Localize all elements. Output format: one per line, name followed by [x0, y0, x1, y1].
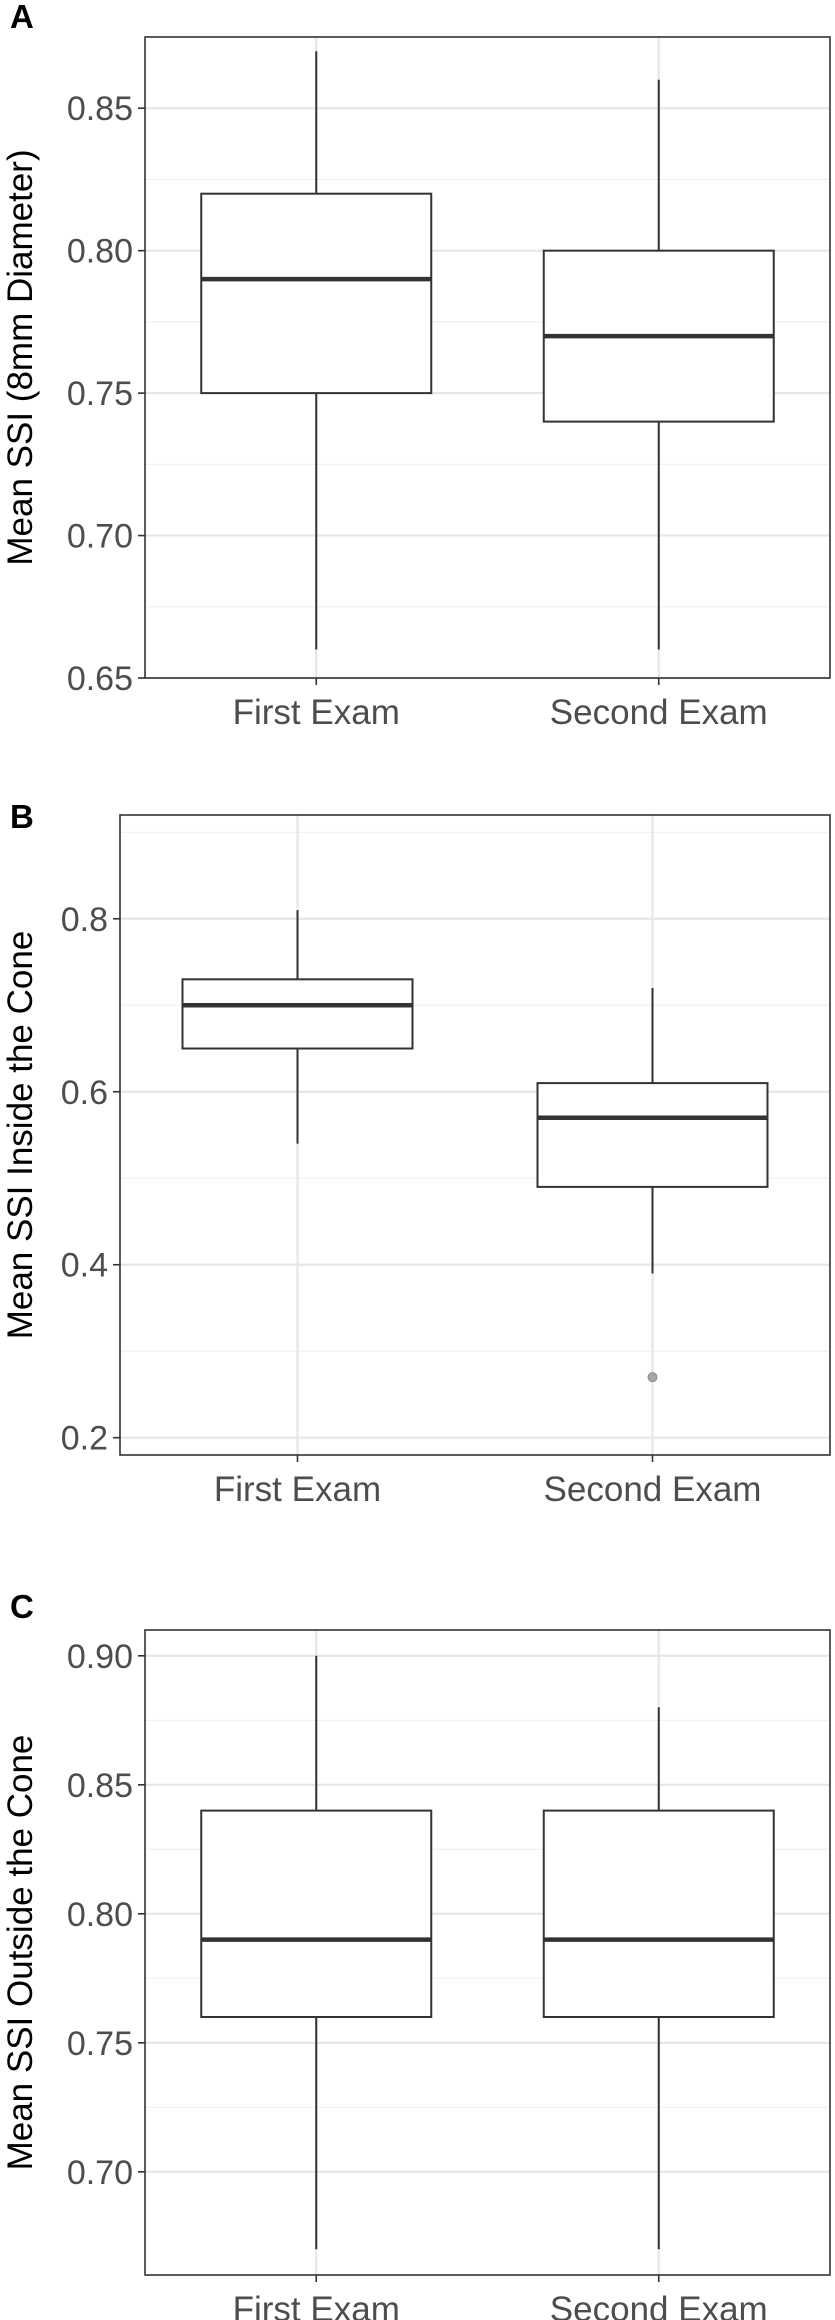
panel-a: 0.65 0.70 0.75 0.80 0.85 First Exam Second Exa… [1, 0, 831, 732]
panel-b: 0.2 0.4 0.6 0.8 First Exam Second Exam Mean SS… [1, 798, 831, 1509]
y-tick-label: 0.4 [61, 1247, 108, 1285]
box-second-exam [542, 79, 775, 650]
x-tick-label: Second Exam [550, 693, 768, 732]
y-tick-label: 0.70 [67, 518, 133, 556]
box-iqr [542, 1809, 775, 2018]
box-iqr [200, 1809, 433, 2018]
x-tick-label: First Exam [233, 2290, 400, 2320]
y-axis-title: Mean SSI Outside the Cone [1, 1735, 40, 2171]
box-second-exam [536, 987, 769, 1383]
box-first-exam [181, 910, 414, 1144]
panel-letter: C [10, 1588, 34, 1625]
panel-c: 0.70 0.75 0.80 0.85 0.90 First Exam Second Exa… [1, 1588, 831, 2320]
y-axis-title: Mean SSI (8mm Diameter) [1, 149, 40, 565]
box-first-exam [200, 51, 433, 650]
x-tick-label: Second Exam [550, 2290, 768, 2320]
panel-letter: B [10, 798, 34, 835]
y-axis-title: Mean SSI Inside the Cone [1, 931, 40, 1340]
y-tick-label: 0.65 [67, 660, 133, 698]
panel-border [119, 814, 831, 1456]
y-tick-label: 0.80 [67, 1896, 133, 1934]
y-tick-label: 0.6 [61, 1074, 108, 1112]
y-tick-label: 0.2 [61, 1420, 108, 1458]
y-tick-label: 0.75 [67, 375, 133, 413]
y-tick-label: 0.8 [61, 901, 108, 939]
box-first-exam [200, 1655, 433, 2250]
y-tick-label: 0.70 [67, 2154, 133, 2192]
box-second-exam [542, 1707, 775, 2250]
panel-border [144, 1629, 831, 2276]
y-tick-label: 0.85 [67, 90, 133, 128]
outlier-point [647, 1372, 658, 1383]
x-tick-label: First Exam [214, 1470, 381, 1509]
y-tick-label: 0.85 [67, 1767, 133, 1805]
box-iqr [181, 978, 414, 1050]
panel-letter: A [10, 0, 34, 35]
x-tick-label: First Exam [233, 693, 400, 732]
box-iqr [536, 1082, 769, 1188]
y-tick-label: 0.75 [67, 2025, 133, 2063]
panel-border [144, 36, 831, 679]
x-tick-label: Second Exam [544, 1470, 762, 1509]
box-iqr [200, 192, 433, 395]
y-tick-label: 0.80 [67, 233, 133, 271]
y-tick-label: 0.90 [67, 1638, 133, 1676]
